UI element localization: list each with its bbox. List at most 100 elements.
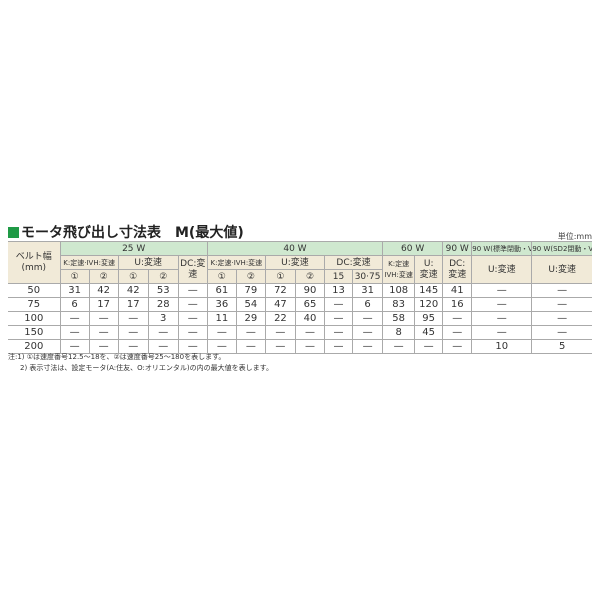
value-cell: —	[235, 339, 266, 354]
mark-cell: ②	[88, 269, 119, 284]
value-cell: 13	[323, 283, 354, 298]
sub-u-25: U:変速	[117, 255, 179, 270]
value-cell: 41	[442, 283, 473, 298]
value-cell: 58	[382, 311, 416, 326]
value-cell: —	[531, 325, 592, 340]
sub-dc-40: DC:変速	[323, 255, 384, 270]
sub-dc-25: DC:変速	[177, 255, 208, 284]
value-cell: —	[147, 325, 179, 340]
value-cell: —	[323, 297, 354, 312]
sub-u-90-std: U:変速	[471, 255, 533, 284]
value-cell: 53	[147, 283, 179, 298]
value-cell: —	[177, 339, 208, 354]
mark-cell: ①	[206, 269, 237, 284]
table-row: 150— — — — — — — — — — —8 45— — —	[8, 325, 592, 340]
value-cell: —	[59, 339, 90, 354]
value-cell: 47	[264, 297, 296, 312]
mark-cell: ②	[294, 269, 326, 284]
value-cell: —	[471, 283, 533, 298]
value-cell: 42	[88, 283, 119, 298]
value-cell: 8	[382, 325, 416, 340]
value-cell: 79	[235, 283, 266, 298]
value-cell: 5	[531, 339, 592, 354]
notes: 注:1) ①は速度番号12.5～18を、②は速度番号25～180を表します。 2…	[8, 352, 273, 374]
sub-k-60: K:定速 IVH:変速	[382, 255, 416, 284]
group-60w: 60 W	[382, 241, 444, 256]
value-cell: —	[294, 325, 326, 340]
value-cell: 17	[117, 297, 149, 312]
value-cell: —	[294, 339, 326, 354]
mark-cell: ①	[264, 269, 296, 284]
value-cell: 11	[206, 311, 237, 326]
unit-label: 単位:mm	[557, 232, 592, 241]
value-cell: 28	[147, 297, 179, 312]
value-cell: —	[414, 339, 444, 354]
group-40w: 40 W	[206, 241, 384, 256]
value-cell: —	[442, 325, 473, 340]
belt-width-header: ベルト幅 (mm)	[8, 241, 61, 284]
value-cell: —	[177, 325, 208, 340]
group-90w-std: 90 W(標準閉動・VT)	[471, 241, 533, 256]
value-cell: —	[471, 311, 533, 326]
mark-cell: 15	[323, 269, 354, 284]
value-cell: —	[59, 311, 90, 326]
value-cell: —	[352, 311, 384, 326]
title-text: モータ飛び出し寸法表 M(最大値)	[21, 225, 244, 241]
sub-k-40: K:定速·IVH:変速	[206, 255, 266, 270]
value-cell: —	[323, 325, 354, 340]
belt-width-cell: 150	[8, 325, 61, 340]
value-cell: —	[117, 339, 149, 354]
value-cell: —	[117, 311, 149, 326]
table-row: 50 31 42 42 53—61 79 72 90 13 31 108 145 41— —	[8, 283, 592, 298]
value-cell: —	[382, 339, 416, 354]
value-cell: —	[206, 325, 237, 340]
table-row: 75 6 17 17 28—36 54 47 65—6 83 120 16— —	[8, 297, 592, 312]
mark-cell: 30·75	[352, 269, 383, 284]
table-row: 100— — —3—11 29 22 40— —58 95— — —	[8, 311, 592, 326]
value-cell: —	[531, 311, 592, 326]
table-row: 200— — — — — — — — — — — — — —10 5	[8, 339, 592, 354]
value-cell: 95	[414, 311, 444, 326]
page-title: モータ飛び出し寸法表 M(最大値)	[8, 222, 244, 242]
value-cell: —	[531, 297, 592, 312]
value-cell: —	[88, 339, 119, 354]
value-cell: —	[117, 325, 149, 340]
belt-width-cell: 50	[8, 283, 61, 298]
value-cell: 45	[414, 325, 444, 340]
value-cell: 40	[294, 311, 326, 326]
value-cell: —	[323, 339, 354, 354]
value-cell: 65	[294, 297, 326, 312]
value-cell: 120	[414, 297, 444, 312]
value-cell: —	[323, 311, 354, 326]
value-cell: 29	[235, 311, 266, 326]
value-cell: —	[442, 311, 473, 326]
sub-u-90-sd2: U:変速	[531, 255, 592, 284]
value-cell: 6	[352, 297, 384, 312]
mark-cell: ①	[60, 269, 90, 284]
value-cell: 31	[59, 283, 90, 298]
sub-u-40: U:変速	[264, 255, 326, 270]
value-cell: —	[442, 339, 473, 354]
value-cell: —	[59, 325, 90, 340]
value-cell: —	[88, 311, 119, 326]
mark-cell: ②	[235, 269, 266, 284]
value-cell: 72	[264, 283, 296, 298]
value-cell: 3	[147, 311, 179, 326]
belt-width-cell: 75	[8, 297, 61, 312]
note-2: 2) 表示寸法は、設定モータ(A:住友、O:オリエンタル)の内の最大値を表します…	[20, 364, 273, 372]
value-cell: 145	[414, 283, 444, 298]
group-90w-sd2: 90 W(SD2閉動・VT)	[531, 241, 592, 256]
value-cell: 61	[206, 283, 237, 298]
mark-cell: ①	[117, 269, 149, 284]
belt-width-cell: 100	[8, 311, 61, 326]
value-cell: —	[352, 325, 384, 340]
sub-dc-90: DC: 変速	[442, 255, 473, 284]
value-cell: 54	[235, 297, 266, 312]
value-cell: —	[471, 297, 533, 312]
note-1: 注:1) ①は速度番号12.5～18を、②は速度番号25～180を表します。	[8, 353, 226, 361]
value-cell: —	[177, 311, 208, 326]
value-cell: 83	[382, 297, 416, 312]
group-25w: 25 W	[59, 241, 208, 256]
value-cell: 17	[88, 297, 119, 312]
value-cell: 6	[59, 297, 90, 312]
